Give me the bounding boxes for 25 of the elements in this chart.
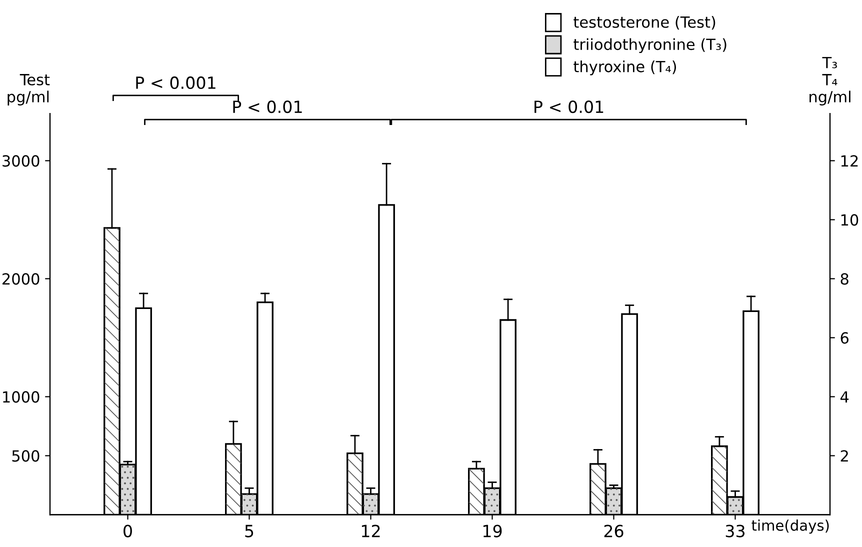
y2-axis-title: T₃ T₄ ng/ml <box>810 56 850 106</box>
text: P < 0.01 <box>534 100 604 114</box>
x-axis-title: time(days) <box>752 520 829 534</box>
y2-tick-label: 4 <box>840 391 849 403</box>
legend-label: testosterone (Test) <box>574 16 716 30</box>
y-tick-label: 1000 <box>3 391 40 403</box>
x-tick-label: 33 <box>726 524 744 538</box>
y-tick-label: 2000 <box>2 273 40 285</box>
x-tick-label: 0 <box>124 524 132 538</box>
text: P < 0.001 <box>136 76 216 90</box>
y2-tick-label: 12 <box>841 155 858 167</box>
y-axis-title: Test pg/ml <box>8 74 50 106</box>
x-tick-label: 19 <box>483 524 502 538</box>
y2-tick-label: 10 <box>841 214 858 226</box>
y-tick-label: 3000 <box>2 155 40 167</box>
y2-tick-label: 6 <box>840 332 848 344</box>
y2-tick-label: 8 <box>840 273 848 285</box>
x-tick-label: 5 <box>245 524 254 538</box>
y-tick-label: 500 <box>12 450 40 462</box>
x-tick-label: 12 <box>362 524 380 538</box>
y2-tick-label: 2 <box>840 450 848 462</box>
text: P < 0.01 <box>233 100 302 114</box>
x-tick-label: 26 <box>604 524 624 538</box>
legend-label: triiodothyronine (T₃) <box>574 38 726 54</box>
legend-label: thyroxine (T₄) <box>574 60 676 76</box>
